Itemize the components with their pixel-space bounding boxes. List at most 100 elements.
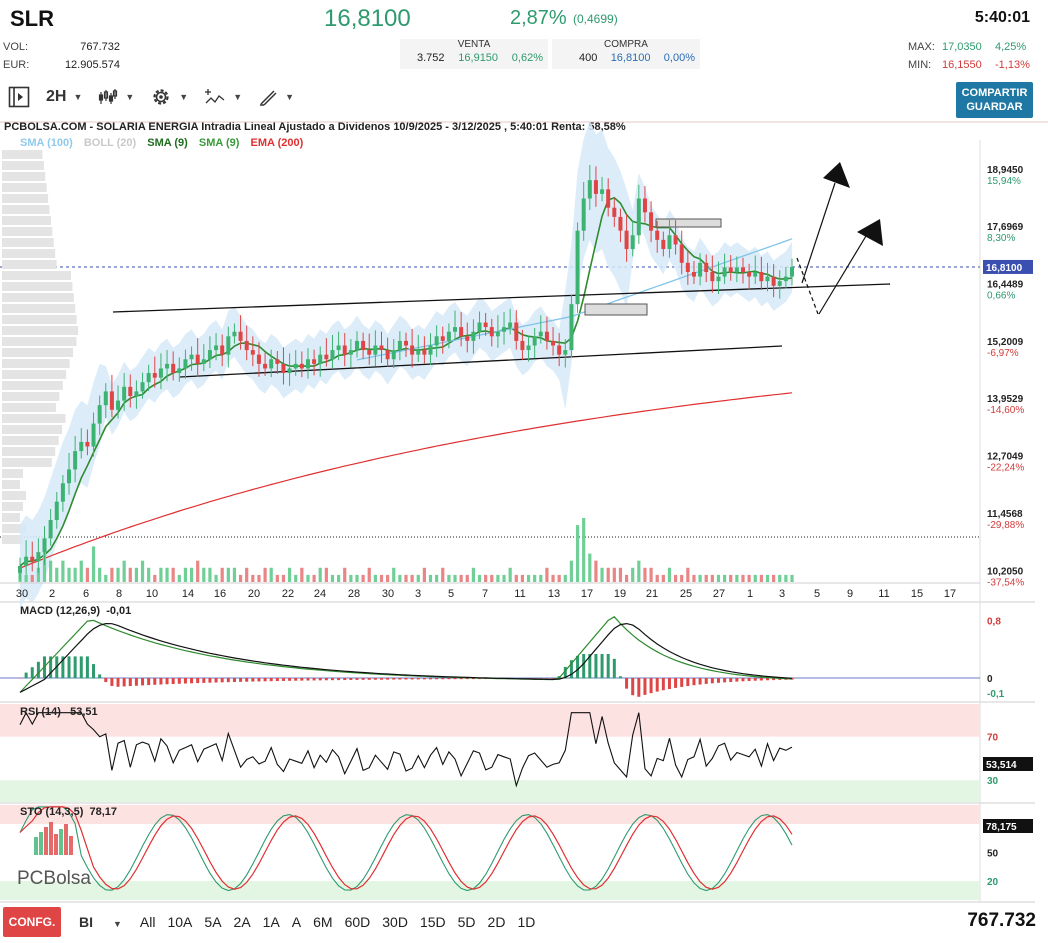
- indicators-selector[interactable]: ▼: [204, 87, 242, 107]
- legend-ema200[interactable]: EMA (200): [250, 137, 304, 149]
- volume-bar: [539, 574, 543, 582]
- candle-body: [122, 386, 127, 401]
- candle-body: [673, 235, 678, 245]
- volume-bar: [318, 567, 322, 582]
- volume-bar: [582, 518, 586, 582]
- chart-title: PCBOLSA.COM - SOLARIA ENERGIA Intradia L…: [4, 121, 626, 133]
- volume-bar: [122, 560, 126, 582]
- config-button[interactable]: CONFG.: [3, 907, 61, 937]
- range-button-15d[interactable]: 15D: [419, 914, 446, 930]
- macd-histogram-bar: [306, 678, 310, 681]
- candle-body: [256, 354, 261, 364]
- macd-histogram-bar: [680, 678, 684, 687]
- pencil-icon: [260, 90, 277, 106]
- legend-boll[interactable]: BOLL (20): [83, 137, 137, 149]
- candle-body: [649, 212, 654, 231]
- range-button-60d[interactable]: 60D: [344, 914, 371, 930]
- candle-body: [747, 272, 752, 277]
- candle-body: [324, 354, 329, 360]
- macd-histogram-bar: [183, 678, 187, 684]
- date-tick-label: 2: [49, 588, 55, 600]
- sto-d-line: [19, 806, 793, 890]
- toggle-panel-button[interactable]: [8, 86, 30, 108]
- macd-histogram-bar: [159, 678, 163, 685]
- date-tick-label: 13: [548, 588, 560, 600]
- macd-histogram-bar: [772, 678, 776, 681]
- volume-bar: [655, 574, 659, 582]
- macd-histogram-bar: [49, 656, 53, 679]
- range-button-5a[interactable]: 5A: [204, 914, 222, 930]
- max-label: MAX:: [908, 41, 935, 53]
- candle-body: [42, 538, 47, 553]
- range-button-1a[interactable]: 1A: [262, 914, 280, 930]
- legend-sma100[interactable]: SMA (100): [20, 137, 73, 149]
- ema200-line: [19, 392, 793, 569]
- candle-body: [165, 363, 170, 369]
- volume-bar: [508, 567, 512, 582]
- sto-oversold-zone: [0, 881, 980, 900]
- volume-bar: [128, 567, 132, 582]
- macd-histogram-bar: [141, 678, 145, 686]
- macd-histogram-bar: [441, 678, 445, 680]
- volume-profile-bar: [2, 282, 73, 291]
- legend-sma9-a[interactable]: SMA (9): [147, 137, 188, 149]
- candle-body: [60, 483, 65, 502]
- volume-profile-bar: [2, 227, 53, 236]
- macd-histogram-bar: [753, 678, 757, 681]
- range-button-5d[interactable]: 5D: [457, 914, 476, 930]
- candle-body: [128, 386, 133, 396]
- volume-profile-bar: [2, 491, 26, 500]
- macd-histogram-bar: [759, 678, 763, 681]
- rsi-name: RSI (14): [20, 706, 61, 718]
- mode-selector[interactable]: BI ▼: [79, 914, 122, 930]
- macd-histogram-bar: [349, 678, 353, 680]
- rsi-panel: 70 30 53,514: [0, 704, 1033, 802]
- range-button-1d[interactable]: 1D: [517, 914, 536, 930]
- volume-profile-bar: [2, 414, 66, 423]
- candle-body: [790, 266, 794, 277]
- volume-profile-bar: [2, 425, 63, 434]
- drawing-tools-selector[interactable]: ▼: [258, 87, 294, 107]
- range-button-30d[interactable]: 30D: [382, 914, 408, 930]
- range-button-2a[interactable]: 2A: [233, 914, 251, 930]
- volume-bar: [251, 574, 255, 582]
- range-button-6m[interactable]: 6M: [313, 914, 333, 930]
- rsi-value-tag-label: 53,514: [986, 760, 1017, 771]
- settings-selector[interactable]: ▼: [150, 86, 188, 108]
- volume-bar: [147, 567, 151, 582]
- share-save-button[interactable]: COMPARTIR GUARDAR: [956, 82, 1033, 118]
- range-button-10a[interactable]: 10A: [167, 914, 193, 930]
- candle-body: [361, 340, 366, 351]
- macd-histogram-bar: [416, 678, 420, 680]
- interval-selector[interactable]: 2H ▼: [46, 88, 82, 106]
- candle-body: [207, 350, 212, 360]
- range-button-all[interactable]: All: [139, 914, 156, 930]
- chart-type-selector[interactable]: ▼: [98, 88, 134, 106]
- macd-histogram-bar: [18, 678, 22, 679]
- macd-histogram-bar: [318, 678, 322, 681]
- candle-body: [691, 272, 696, 277]
- range-button-2d[interactable]: 2D: [487, 914, 506, 930]
- date-tick-label: 1: [747, 588, 753, 600]
- candle-body: [391, 350, 396, 360]
- legend-sma9-b[interactable]: SMA (9): [198, 137, 240, 149]
- range-button-a[interactable]: A: [291, 914, 302, 930]
- logo-bar: [54, 834, 58, 855]
- candle-body: [293, 363, 298, 369]
- volume-bar: [422, 567, 426, 582]
- logo-bar: [34, 837, 38, 855]
- logo-bar: [49, 822, 53, 855]
- chart-background: [0, 121, 1048, 903]
- sell-box: VENTA 3.752 16,9150 0,62%: [400, 39, 548, 69]
- macd-histogram-bar: [30, 667, 34, 679]
- macd-histogram-bar: [337, 678, 341, 681]
- candle-body: [428, 345, 433, 355]
- macd-histogram-bar: [741, 678, 745, 682]
- date-tick-label: 3: [779, 588, 785, 600]
- macd-histogram-bar: [533, 678, 537, 679]
- candle-body: [581, 198, 586, 231]
- macd-histogram-bar: [245, 678, 249, 682]
- price-tick-pct: -6,97%: [987, 348, 1019, 359]
- candle-body: [287, 368, 292, 374]
